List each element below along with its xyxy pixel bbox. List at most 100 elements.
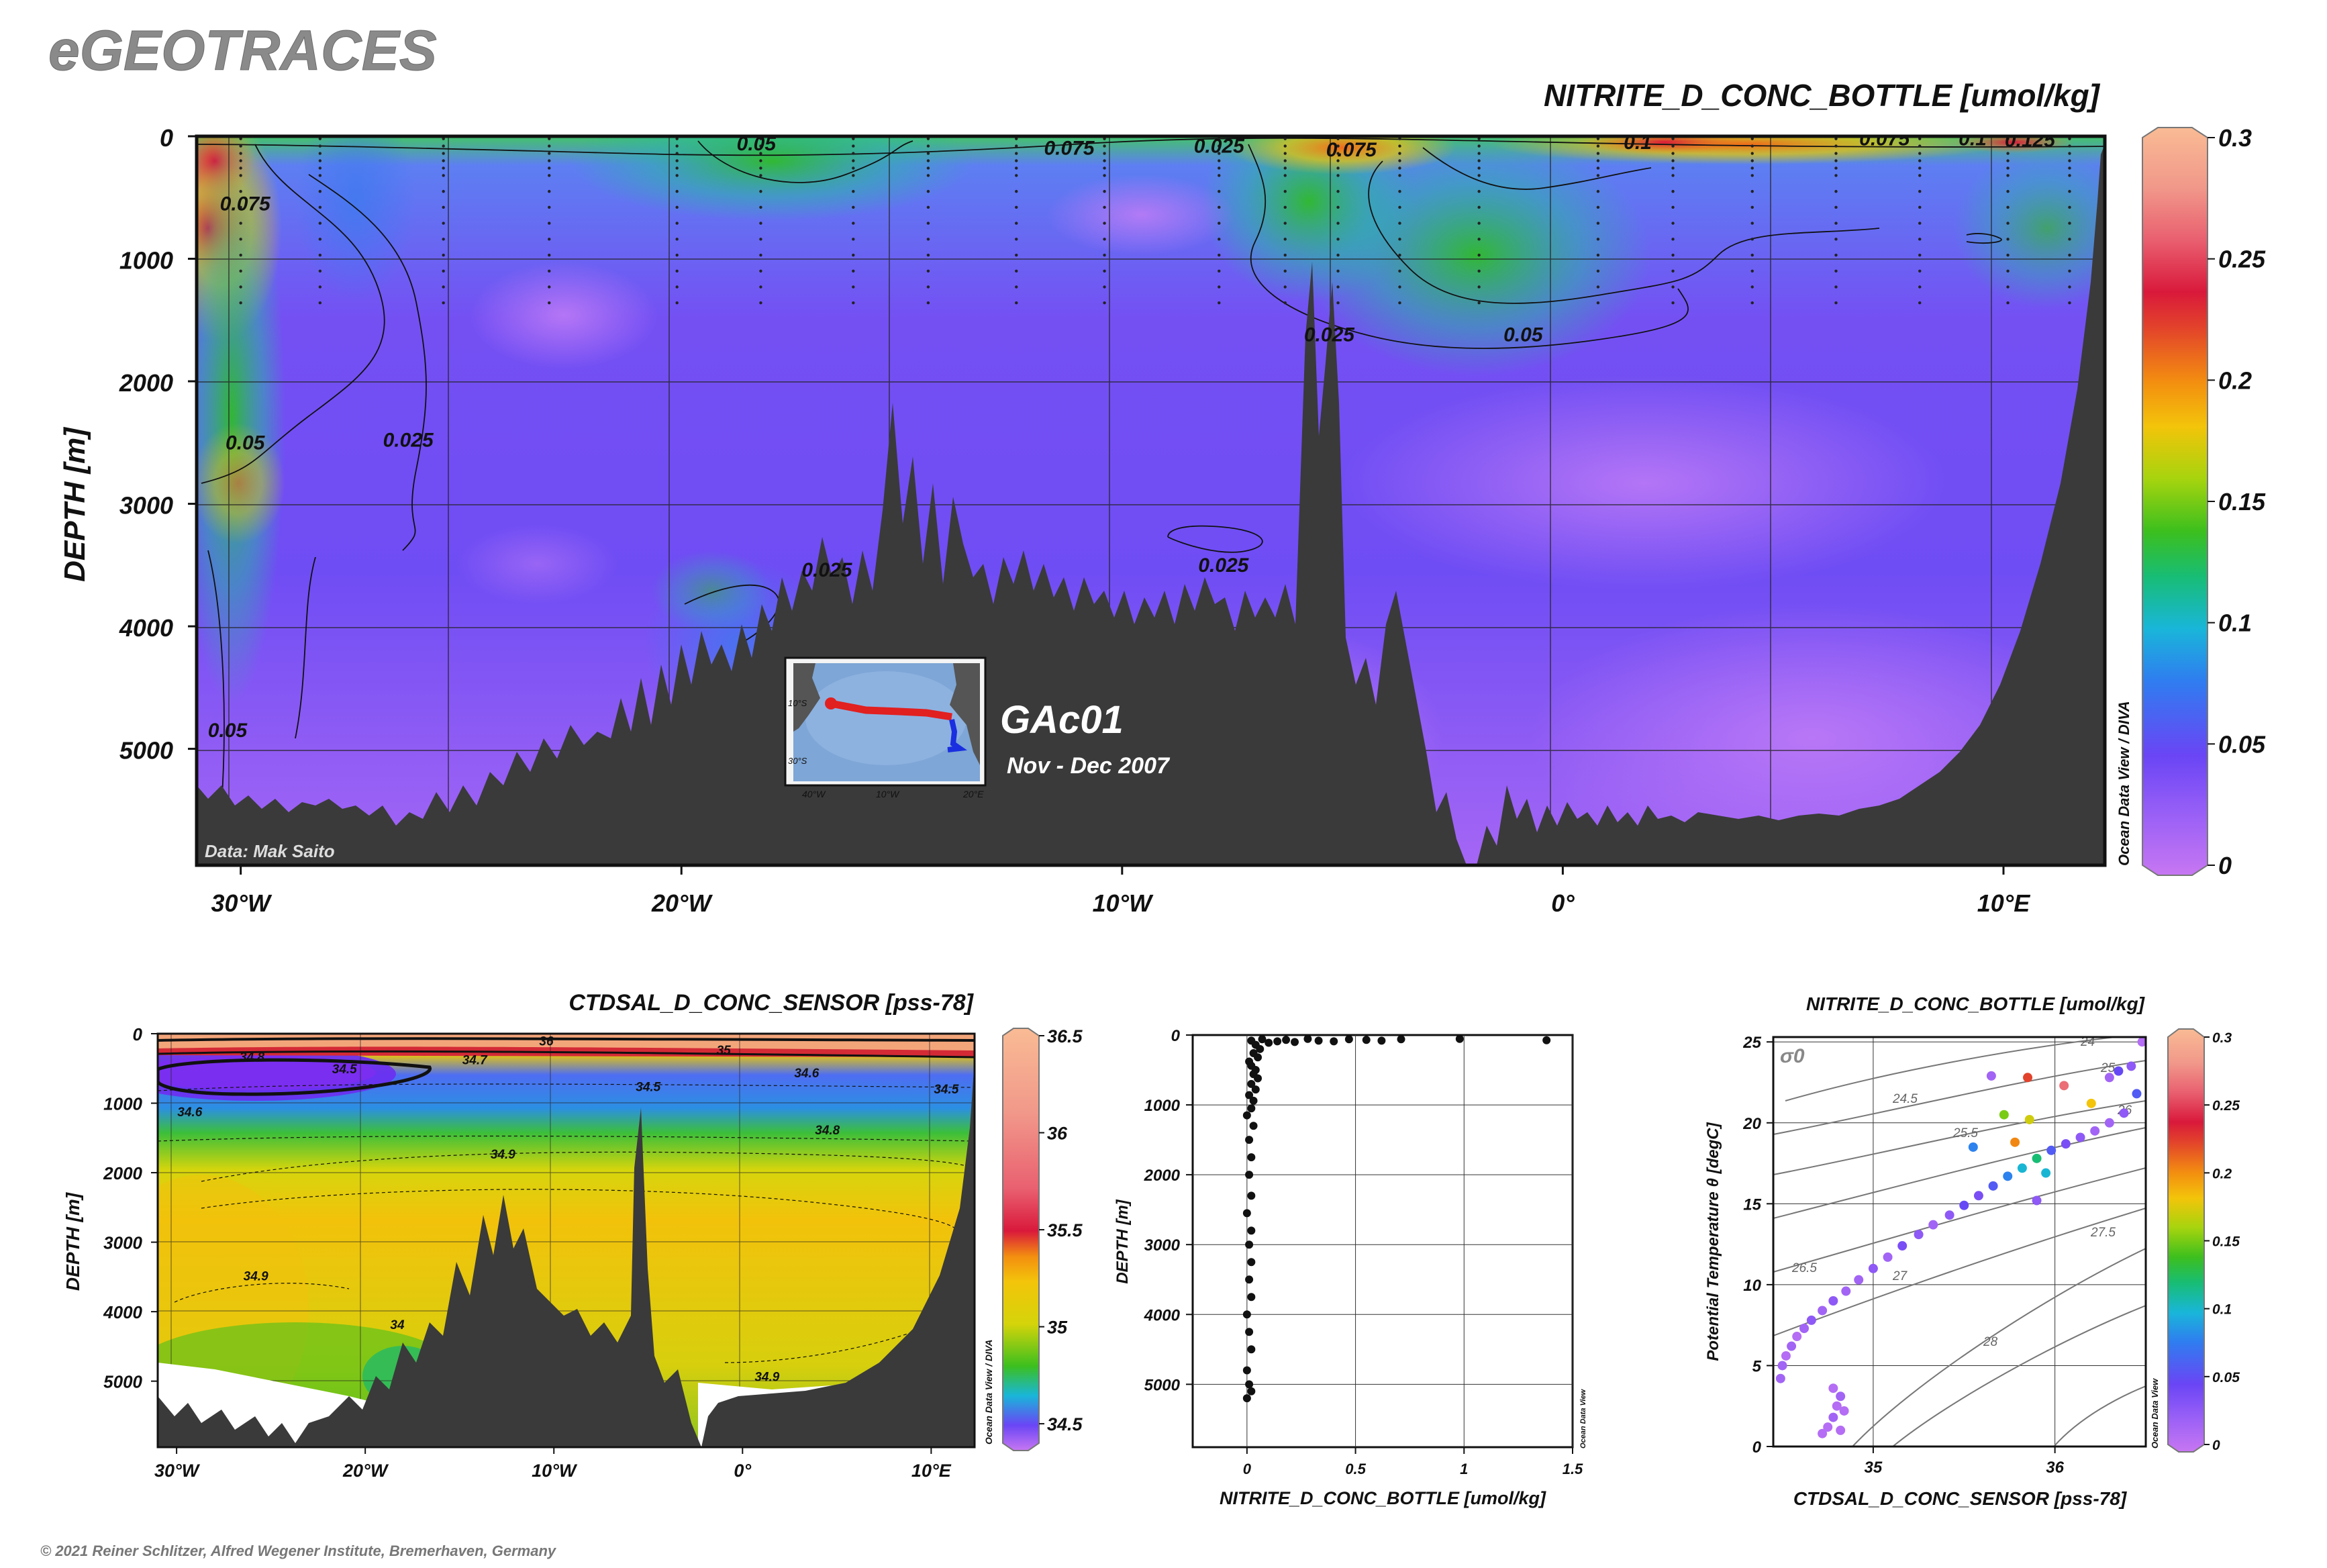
main-contour-label: 0.05 (208, 720, 248, 742)
station-sample-dot (1671, 144, 1675, 148)
sal-y-tick-label: 2000 (103, 1163, 142, 1183)
station-sample-dot (442, 137, 445, 140)
station-sample-dot (318, 301, 322, 305)
sal-colorbar: 34.5 35 35.5 36 36.5 (1002, 1026, 1083, 1451)
profile-point (1247, 1104, 1256, 1113)
profile-point (1362, 1036, 1371, 1044)
station-sample-dot (1834, 222, 1838, 225)
ts-isopycnal-label: 27.5 (2090, 1226, 2116, 1240)
sal-x-tick-label: 20°W (342, 1461, 389, 1481)
profile-point (1254, 1074, 1262, 1083)
main-y-axis-label: DEPTH [m] (58, 427, 91, 582)
profile-point (1291, 1038, 1299, 1046)
station-sample-dot (675, 269, 679, 273)
profile-x-axis-label: NITRITE_D_CONC_BOTTLE [umol/kg] (1220, 1488, 1546, 1508)
station-sample-dot (1336, 238, 1340, 241)
main-x-tick-label: 10°E (1977, 889, 2030, 917)
profile-point (1247, 1293, 1256, 1302)
station-sample-dot (1671, 301, 1675, 305)
field-blob (295, 136, 416, 302)
field-blob (456, 524, 617, 604)
main-x-ticks: 30°W 20°W 10°W 0° 10°E (211, 865, 2030, 917)
station-sample-dot (318, 137, 322, 140)
station-sample-dot (442, 253, 445, 257)
station-sample-dot (1283, 222, 1287, 225)
station-sample-dot (1918, 269, 1922, 273)
ts-y-tick-label: 25 (1742, 1034, 1761, 1052)
ts-x-ticks: 35 36 (1865, 1447, 2065, 1477)
field-blob (197, 136, 285, 705)
station-sample-dot (2006, 253, 2010, 257)
main-colorbar-tick-label: 0.1 (2218, 609, 2252, 637)
station-sample-dot (926, 222, 930, 225)
station-sample-dot (1671, 174, 1675, 177)
station-sample-dot (1834, 174, 1838, 177)
ts-point (1928, 1220, 1938, 1230)
inset-tick: 10°W (876, 789, 900, 799)
station-sample-dot (318, 205, 322, 209)
ts-sigma-symbol: σ0 (1780, 1045, 1805, 1067)
station-sample-dot (1336, 189, 1340, 193)
ts-point (2024, 1114, 2034, 1124)
station-sample-dot (926, 253, 930, 257)
main-contour-labels: 0.05 0.075 0.025 0.075 0.1 0.075 0.1 0.125 0.075… (208, 132, 2056, 742)
station-sample-dot (548, 253, 551, 257)
station-sample-dot (1477, 166, 1481, 170)
main-contours (197, 137, 2105, 806)
profile-x-tick-label: 0.5 (1345, 1461, 1366, 1477)
station-sample-dot (1596, 189, 1600, 193)
ts-point (1828, 1383, 1838, 1393)
station-sample-dot (852, 144, 855, 148)
station-sample-dot (548, 269, 551, 273)
station-sample-dot (2068, 137, 2071, 140)
station-sample-dot (1918, 285, 1922, 289)
profile-point (1397, 1035, 1405, 1044)
main-contour-label: 0.1 (1624, 132, 1652, 154)
ts-point (2119, 1108, 2129, 1118)
section-dates: Nov - Dec 2007 (1007, 753, 1171, 779)
station-sample-dot (1834, 238, 1838, 241)
station-sample-dot (1477, 205, 1481, 209)
ts-points (1775, 1037, 2146, 1438)
station-sample-dot (1398, 205, 1401, 209)
main-y-ticks: 0 1000 2000 3000 4000 5000 (119, 124, 197, 765)
station-sample-dot (2006, 159, 2010, 162)
station-sample-dot (1671, 222, 1675, 225)
station-sample-dot (1103, 189, 1106, 193)
station-sample-dot (675, 152, 679, 155)
station-sample-dot (2006, 144, 2010, 148)
main-chart-title: NITRITE_D_CONC_BOTTLE [umol/kg] (1544, 78, 2101, 113)
station-sample-dot (1015, 205, 1018, 209)
profile-point (1247, 1153, 1256, 1162)
ts-point (1799, 1323, 1810, 1333)
field-blob (571, 136, 973, 222)
station-sample-dot (1750, 166, 1754, 170)
profile-y-tick-label: 5000 (1144, 1376, 1181, 1394)
main-x-tick-label: 0° (1551, 889, 1575, 917)
station-sample-dot (1283, 285, 1287, 289)
ts-y-tick-label: 0 (1752, 1438, 1762, 1457)
station-sample-dot (675, 301, 679, 305)
station-sample-dot (675, 144, 679, 148)
station-sample-dot (852, 189, 855, 193)
station-sample-dot (1477, 253, 1481, 257)
station-sample-dot (1103, 166, 1106, 170)
profile-point (1245, 1240, 1254, 1249)
station-sample-dot (239, 269, 242, 273)
station-sample-dot (675, 205, 679, 209)
station-sample-dot (1015, 137, 1018, 140)
station-sample-dot (318, 144, 322, 148)
inset-map: 40°W 10°W 20°E 10°S 30°S (784, 656, 987, 799)
station-sample-dot (1834, 253, 1838, 257)
ts-x-tick-label: 36 (2046, 1459, 2064, 1477)
field-blob (1953, 148, 2105, 309)
station-sample-dot (1283, 144, 1287, 148)
station-sample-dot (1218, 166, 1221, 170)
station-sample-dot (926, 269, 930, 273)
profile-point (1344, 1035, 1353, 1044)
profile-y-axis-label: DEPTH [m] (1113, 1199, 1132, 1283)
station-sample-dot (1218, 222, 1221, 225)
profile-point (1330, 1037, 1338, 1046)
station-sample-dot (1103, 144, 1106, 148)
data-credit: Data: Mak Saito (205, 841, 335, 861)
